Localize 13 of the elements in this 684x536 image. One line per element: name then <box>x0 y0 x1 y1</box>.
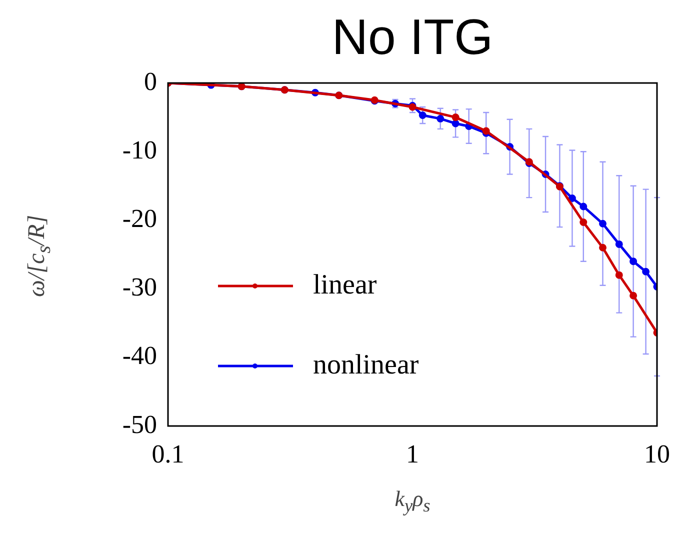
chart-title: No ITG <box>330 8 494 66</box>
x-tick-label: 1 <box>406 439 419 468</box>
y-tick-label: -50 <box>122 410 157 439</box>
y-tick-label: -20 <box>122 204 157 234</box>
x-tick-label: 10 <box>644 439 670 468</box>
x-tick-label: 0.1 <box>152 439 184 468</box>
y-tick-label: -10 <box>122 135 157 164</box>
legend-label: nonlinear <box>313 349 420 380</box>
legend-label: linear <box>313 269 378 300</box>
y-tick-label: 0 <box>144 66 157 96</box>
x-axis-title: k$_{y}$ρ$_{s}$ <box>394 486 432 516</box>
y-tick-label: -40 <box>122 341 157 370</box>
y-tick-label: -30 <box>122 272 157 302</box>
